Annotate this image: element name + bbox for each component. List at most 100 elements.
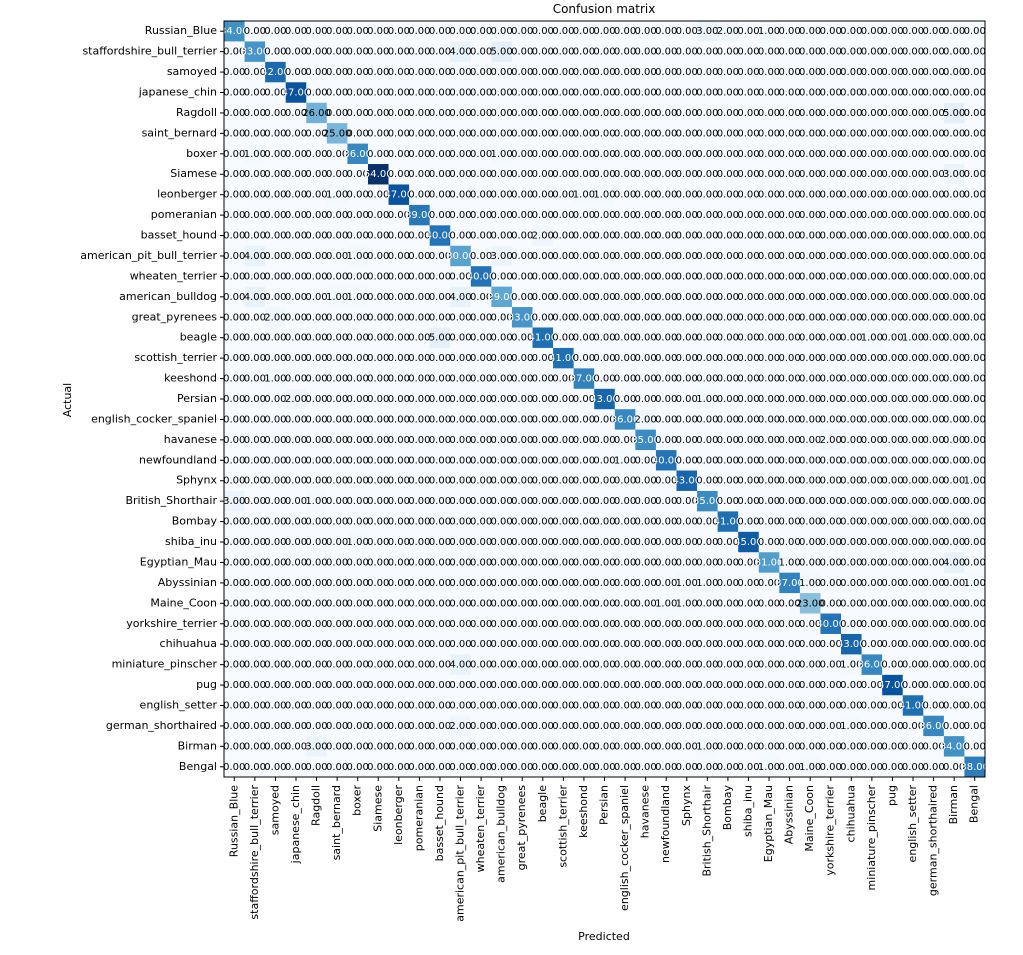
cell-label: 0.00 bbox=[820, 26, 842, 37]
cell-label: 0.00 bbox=[881, 231, 903, 242]
cell bbox=[799, 633, 821, 655]
cell-label: 0.00 bbox=[614, 251, 636, 262]
cell-label: 0.00 bbox=[388, 394, 410, 405]
cell-label: 0.00 bbox=[367, 455, 389, 466]
cell-label: 0.00 bbox=[244, 598, 266, 609]
cell-label: 0.00 bbox=[861, 149, 883, 160]
cell bbox=[367, 450, 389, 471]
cell-label: 0.00 bbox=[840, 741, 862, 752]
y-tick-label: chihuahua bbox=[160, 637, 217, 650]
cell-label: 0.00 bbox=[820, 721, 842, 732]
cell-label: 0.00 bbox=[820, 67, 842, 78]
cell bbox=[943, 695, 965, 717]
cell-label: 0.00 bbox=[922, 496, 944, 507]
cell-label: 0.00 bbox=[326, 639, 348, 650]
cell-label: 0.00 bbox=[778, 353, 800, 364]
cell-label: 0.00 bbox=[408, 88, 430, 99]
cell-label: 0.00 bbox=[635, 394, 657, 405]
cell-label: 0.00 bbox=[223, 190, 245, 201]
cell bbox=[882, 82, 904, 104]
cell bbox=[697, 490, 718, 512]
cell-label: 0.00 bbox=[737, 394, 759, 405]
cell-label: 0.00 bbox=[326, 231, 348, 242]
cell-label: 0.00 bbox=[511, 374, 533, 385]
cell-label: 0.00 bbox=[347, 190, 369, 201]
cell bbox=[388, 266, 410, 287]
cell bbox=[676, 450, 698, 471]
cell-label: 0.00 bbox=[799, 271, 821, 282]
cell bbox=[326, 593, 348, 614]
cell-label: 0.00 bbox=[408, 741, 430, 752]
cell bbox=[614, 327, 636, 349]
cell bbox=[902, 327, 924, 349]
cell bbox=[450, 470, 472, 492]
cell-label: 0.00 bbox=[696, 190, 718, 201]
cell bbox=[943, 102, 965, 124]
cell bbox=[491, 531, 513, 553]
cell bbox=[532, 552, 554, 573]
cell bbox=[388, 633, 410, 655]
cell bbox=[470, 429, 492, 451]
cell-label: 0.00 bbox=[614, 169, 636, 180]
cell bbox=[820, 490, 842, 512]
cell-label: 0.00 bbox=[676, 557, 698, 568]
cell-label: 0.00 bbox=[285, 190, 307, 201]
cell-label: 0.00 bbox=[573, 700, 595, 711]
cell bbox=[861, 511, 883, 533]
y-tick-label: pomeranian bbox=[151, 208, 217, 221]
x-tick-label: Russian_Blue bbox=[227, 785, 240, 857]
cell bbox=[594, 245, 616, 267]
cell bbox=[285, 572, 307, 594]
cell-label: 0.00 bbox=[614, 721, 636, 732]
cell-label: 4.00 bbox=[449, 47, 471, 58]
cell-label: 0.00 bbox=[244, 517, 266, 528]
cell bbox=[655, 184, 677, 206]
cell-label: 0.00 bbox=[285, 210, 307, 221]
cell bbox=[244, 82, 266, 104]
cell bbox=[779, 613, 801, 635]
cell bbox=[326, 41, 348, 63]
cell-label: 0.00 bbox=[305, 231, 327, 242]
cell-label: 0.00 bbox=[943, 517, 965, 528]
cell-label: 0.00 bbox=[285, 721, 307, 732]
cell-label: 0.00 bbox=[717, 128, 739, 139]
cell-label: 0.00 bbox=[573, 496, 595, 507]
cell bbox=[573, 593, 595, 614]
cell bbox=[738, 531, 760, 553]
cell-label: 0.00 bbox=[593, 108, 615, 119]
cell-label: 0.00 bbox=[388, 128, 410, 139]
cell-label: 0.00 bbox=[285, 557, 307, 568]
cell-label: 0.00 bbox=[861, 414, 883, 425]
cell bbox=[635, 450, 657, 471]
cell bbox=[244, 654, 266, 676]
cell-label: 0.00 bbox=[778, 537, 800, 548]
cell bbox=[676, 409, 698, 430]
cell-label: 1.00 bbox=[573, 190, 595, 201]
cell bbox=[429, 409, 451, 430]
cell-label: 0.00 bbox=[511, 251, 533, 262]
cell-label: 0.00 bbox=[347, 660, 369, 671]
cell bbox=[614, 21, 636, 42]
cell-label: 0.00 bbox=[840, 374, 862, 385]
cell bbox=[594, 429, 616, 451]
cell-label: 0.00 bbox=[964, 394, 986, 405]
cell bbox=[758, 654, 780, 676]
cell bbox=[799, 307, 821, 328]
cell-label: 0.00 bbox=[902, 108, 924, 119]
cell-label: 0.00 bbox=[696, 251, 718, 262]
cell-label: 0.00 bbox=[367, 108, 389, 119]
cell bbox=[923, 327, 945, 349]
cell bbox=[635, 102, 657, 124]
cell bbox=[799, 511, 821, 533]
cell-label: 0.00 bbox=[511, 190, 533, 201]
cell-label: 0.00 bbox=[532, 67, 554, 78]
cell bbox=[553, 511, 574, 533]
cell bbox=[614, 204, 636, 226]
cell-label: 0.00 bbox=[244, 271, 266, 282]
cell bbox=[285, 531, 307, 553]
cell bbox=[882, 184, 904, 206]
cell-label: 0.00 bbox=[778, 517, 800, 528]
cell-label: 0.00 bbox=[881, 455, 903, 466]
cell bbox=[594, 511, 616, 533]
cell bbox=[820, 41, 842, 63]
